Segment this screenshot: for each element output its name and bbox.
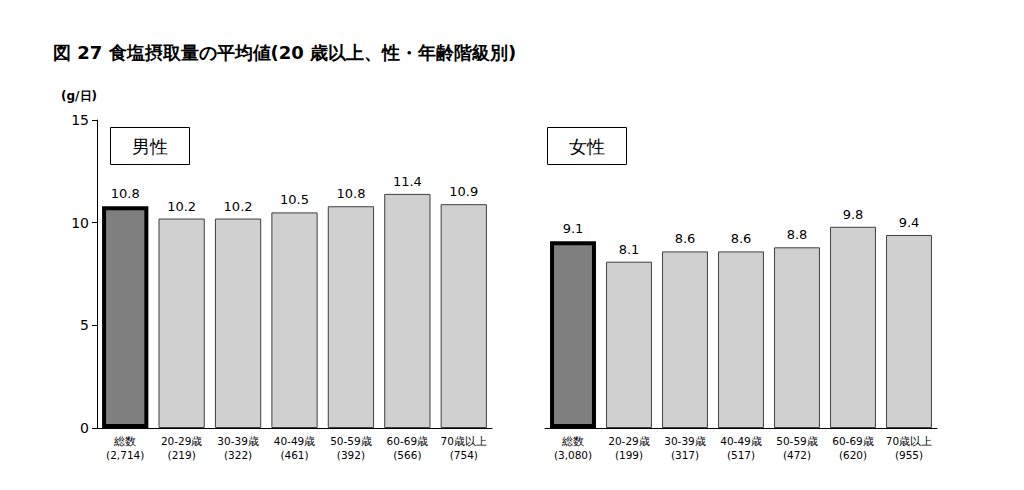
svg-text:70歳以上: 70歳以上 bbox=[441, 435, 487, 447]
svg-text:5: 5 bbox=[80, 317, 89, 333]
svg-text:8.8: 8.8 bbox=[787, 227, 808, 242]
svg-text:8.6: 8.6 bbox=[675, 231, 696, 246]
svg-text:40-49歳: 40-49歳 bbox=[720, 435, 762, 447]
svg-text:(219): (219) bbox=[168, 449, 196, 461]
svg-text:(317): (317) bbox=[671, 449, 699, 461]
svg-text:男性: 男性 bbox=[132, 136, 168, 157]
svg-text:10: 10 bbox=[71, 215, 89, 231]
svg-text:9.1: 9.1 bbox=[563, 221, 584, 236]
svg-text:20-29歳: 20-29歳 bbox=[161, 435, 203, 447]
svg-text:10.5: 10.5 bbox=[280, 192, 309, 207]
svg-text:40-49歳: 40-49歳 bbox=[274, 435, 316, 447]
svg-text:(3,080): (3,080) bbox=[554, 449, 592, 461]
svg-text:60-69歳: 60-69歳 bbox=[832, 435, 874, 447]
svg-text:(472): (472) bbox=[783, 449, 811, 461]
svg-text:30-39歳: 30-39歳 bbox=[217, 435, 259, 447]
svg-text:70歳以上: 70歳以上 bbox=[886, 435, 932, 447]
svg-text:(955): (955) bbox=[895, 449, 923, 461]
svg-text:(2,714): (2,714) bbox=[106, 449, 144, 461]
svg-text:10.9: 10.9 bbox=[449, 184, 478, 199]
svg-text:図 27 食塩摂取量の平均値(20 歳以上、性・年齢階級別): 図 27 食塩摂取量の平均値(20 歳以上、性・年齢階級別) bbox=[53, 42, 516, 63]
svg-text:総数: 総数 bbox=[113, 435, 136, 447]
svg-text:(392): (392) bbox=[337, 449, 365, 461]
svg-text:総数: 総数 bbox=[561, 435, 584, 447]
svg-text:(517): (517) bbox=[727, 449, 755, 461]
svg-text:30-39歳: 30-39歳 bbox=[664, 435, 706, 447]
svg-text:(461): (461) bbox=[280, 449, 308, 461]
svg-text:(322): (322) bbox=[224, 449, 252, 461]
svg-text:女性: 女性 bbox=[569, 136, 605, 157]
svg-text:11.4: 11.4 bbox=[393, 174, 422, 189]
svg-text:10.8: 10.8 bbox=[111, 186, 140, 201]
svg-text:10.2: 10.2 bbox=[224, 199, 253, 214]
svg-text:8.1: 8.1 bbox=[619, 242, 640, 257]
svg-text:9.4: 9.4 bbox=[899, 215, 920, 230]
svg-text:9.8: 9.8 bbox=[843, 207, 864, 222]
svg-text:60-69歳: 60-69歳 bbox=[387, 435, 429, 447]
svg-text:(620): (620) bbox=[839, 449, 867, 461]
svg-text:0: 0 bbox=[80, 420, 89, 436]
svg-text:(g/日): (g/日) bbox=[61, 89, 97, 103]
svg-text:20-29歳: 20-29歳 bbox=[608, 435, 650, 447]
svg-text:8.6: 8.6 bbox=[731, 231, 752, 246]
svg-text:10.8: 10.8 bbox=[336, 186, 365, 201]
svg-text:(566): (566) bbox=[393, 449, 421, 461]
svg-text:50-59歳: 50-59歳 bbox=[330, 435, 372, 447]
svg-text:50-59歳: 50-59歳 bbox=[776, 435, 818, 447]
svg-text:10.2: 10.2 bbox=[167, 199, 196, 214]
svg-text:(199): (199) bbox=[615, 449, 643, 461]
svg-text:15: 15 bbox=[71, 112, 89, 128]
svg-text:(754): (754) bbox=[450, 449, 478, 461]
